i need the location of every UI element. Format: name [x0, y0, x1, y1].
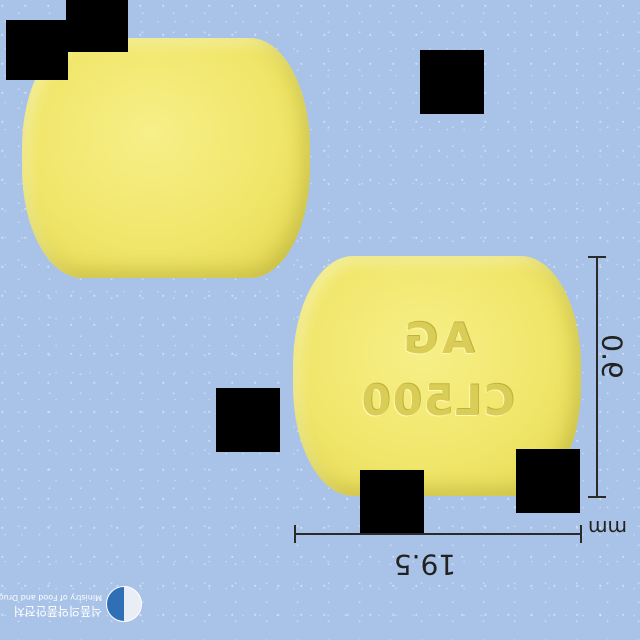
mfds-korean-name: 식품의약품안전처 [13, 604, 102, 618]
pill-imprint-line1: AG [399, 314, 475, 363]
redaction-box [516, 449, 580, 513]
length-dimension-tick [580, 525, 582, 543]
mfds-watermark: 식품의약품안전처 Ministry of Food and Drug Safet… [0, 578, 142, 628]
width-dimension-tick [588, 256, 606, 258]
length-dimension-line [294, 533, 582, 535]
width-dimension-tick [588, 496, 606, 498]
redaction-box [66, 0, 128, 52]
length-label: 19.5 [393, 548, 457, 581]
redaction-box [6, 20, 68, 80]
width-label: 9.0 [595, 334, 629, 379]
redaction-box [216, 388, 280, 452]
unit-label: mm [588, 516, 627, 540]
pill-imprint-line2: CL500 [359, 376, 515, 425]
redaction-box [360, 470, 424, 534]
length-dimension-tick [294, 525, 296, 543]
redaction-box [420, 50, 484, 114]
mfds-logo-icon [106, 586, 142, 622]
width-dimension-line [596, 256, 598, 498]
mfds-english-name: Ministry of Food and Drug Safety [0, 593, 102, 602]
pill-front-face [22, 38, 310, 278]
